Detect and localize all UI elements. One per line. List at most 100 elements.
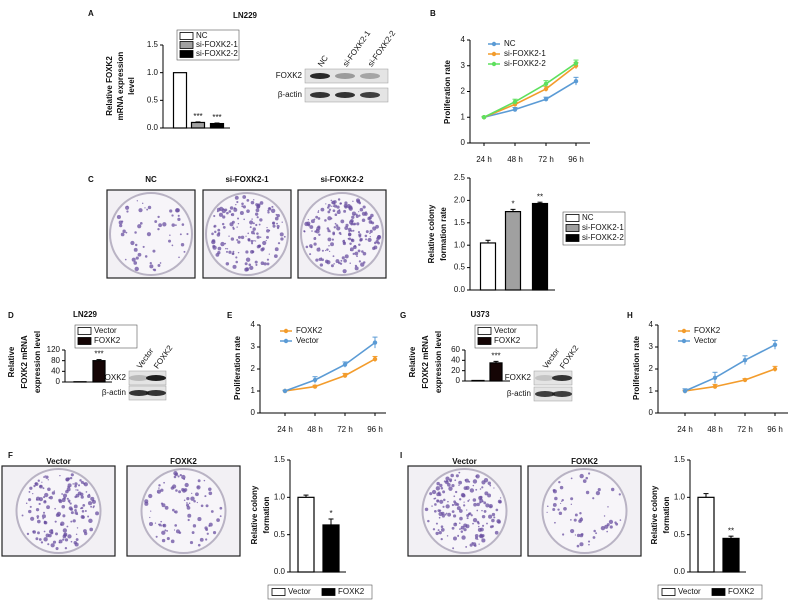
legend-frame bbox=[474, 324, 538, 349]
colony bbox=[353, 214, 355, 216]
colony bbox=[252, 222, 255, 225]
colony bbox=[213, 225, 216, 228]
y-tick-label: 2.5 bbox=[454, 173, 466, 182]
colony bbox=[358, 234, 362, 238]
colony bbox=[600, 525, 606, 531]
colony bbox=[463, 528, 467, 532]
colony bbox=[186, 502, 188, 504]
colony bbox=[311, 230, 313, 232]
colony bbox=[427, 519, 430, 523]
blot-band bbox=[146, 390, 166, 396]
colony bbox=[607, 506, 609, 508]
y-tick-label: 0.5 bbox=[674, 530, 686, 539]
colony bbox=[357, 249, 361, 253]
colony bbox=[459, 528, 461, 531]
colony bbox=[432, 528, 436, 531]
colony bbox=[439, 499, 444, 504]
colony bbox=[335, 224, 339, 227]
significance: ** bbox=[537, 192, 543, 201]
colony bbox=[80, 492, 84, 497]
colony bbox=[249, 226, 252, 229]
colony bbox=[458, 480, 463, 485]
colony bbox=[478, 543, 480, 545]
colony bbox=[191, 492, 193, 494]
colony bbox=[606, 523, 610, 527]
x-tick-label: 96 h bbox=[767, 425, 783, 434]
blot-band bbox=[335, 73, 355, 79]
blot-row-label: β-actin bbox=[278, 90, 302, 99]
colony bbox=[472, 517, 478, 523]
colony bbox=[229, 206, 234, 210]
point bbox=[573, 79, 579, 84]
colony bbox=[187, 518, 190, 522]
significance: *** bbox=[212, 113, 221, 122]
point bbox=[282, 388, 288, 394]
blot-lane-label: NC bbox=[316, 54, 330, 69]
colony bbox=[481, 480, 486, 485]
point bbox=[543, 81, 549, 86]
colony bbox=[204, 495, 207, 498]
colony bbox=[215, 252, 220, 257]
colony bbox=[61, 493, 64, 495]
image-label: si-FOXK2-1 bbox=[225, 175, 269, 184]
colony bbox=[184, 482, 189, 488]
colony bbox=[87, 515, 90, 518]
colony bbox=[483, 510, 487, 513]
legend-label: Vector bbox=[494, 326, 517, 335]
colony bbox=[328, 208, 332, 211]
colony bbox=[478, 534, 483, 538]
colony bbox=[183, 250, 186, 253]
point bbox=[543, 86, 549, 92]
colony bbox=[26, 532, 30, 536]
colony bbox=[474, 536, 479, 540]
colony bbox=[266, 262, 270, 266]
colony bbox=[246, 209, 250, 213]
legend-marker bbox=[283, 338, 289, 344]
colony bbox=[352, 200, 354, 203]
y-tick-label: 3 bbox=[649, 342, 654, 351]
colony bbox=[37, 479, 40, 482]
colony bbox=[28, 491, 31, 493]
y-tick-label: 0.0 bbox=[147, 123, 159, 132]
blot-band bbox=[129, 375, 149, 381]
colony bbox=[125, 205, 130, 210]
colony bbox=[477, 538, 479, 541]
colony bbox=[319, 263, 324, 267]
colony bbox=[169, 234, 171, 236]
colony bbox=[216, 518, 220, 522]
colony bbox=[316, 229, 318, 231]
colony bbox=[440, 487, 444, 490]
y-axis-label: Proliferation rate bbox=[233, 335, 242, 400]
colony bbox=[228, 235, 230, 237]
colony bbox=[29, 486, 33, 490]
y-tick-label: 40 bbox=[451, 355, 460, 364]
colony bbox=[58, 499, 63, 504]
colony bbox=[451, 503, 455, 507]
point bbox=[512, 99, 518, 105]
colony bbox=[251, 242, 254, 245]
panel-label: F bbox=[8, 451, 13, 460]
colony bbox=[70, 520, 73, 523]
image-label: NC bbox=[145, 175, 157, 184]
colony bbox=[446, 535, 449, 537]
dish bbox=[109, 192, 193, 276]
colony bbox=[70, 511, 74, 515]
colony bbox=[222, 215, 226, 219]
colony bbox=[357, 231, 360, 234]
colony bbox=[83, 482, 88, 487]
colony bbox=[277, 242, 281, 245]
colony bbox=[228, 210, 232, 213]
colony bbox=[455, 474, 459, 478]
colony bbox=[157, 215, 160, 219]
colony bbox=[242, 195, 247, 199]
colony bbox=[331, 238, 334, 241]
colony bbox=[559, 485, 564, 490]
colony bbox=[177, 475, 180, 478]
significance: *** bbox=[94, 350, 103, 359]
legend-swatch bbox=[565, 224, 580, 232]
panel-label: E bbox=[227, 311, 233, 320]
colony bbox=[327, 210, 331, 214]
dish bbox=[421, 468, 508, 554]
colony bbox=[259, 218, 263, 222]
